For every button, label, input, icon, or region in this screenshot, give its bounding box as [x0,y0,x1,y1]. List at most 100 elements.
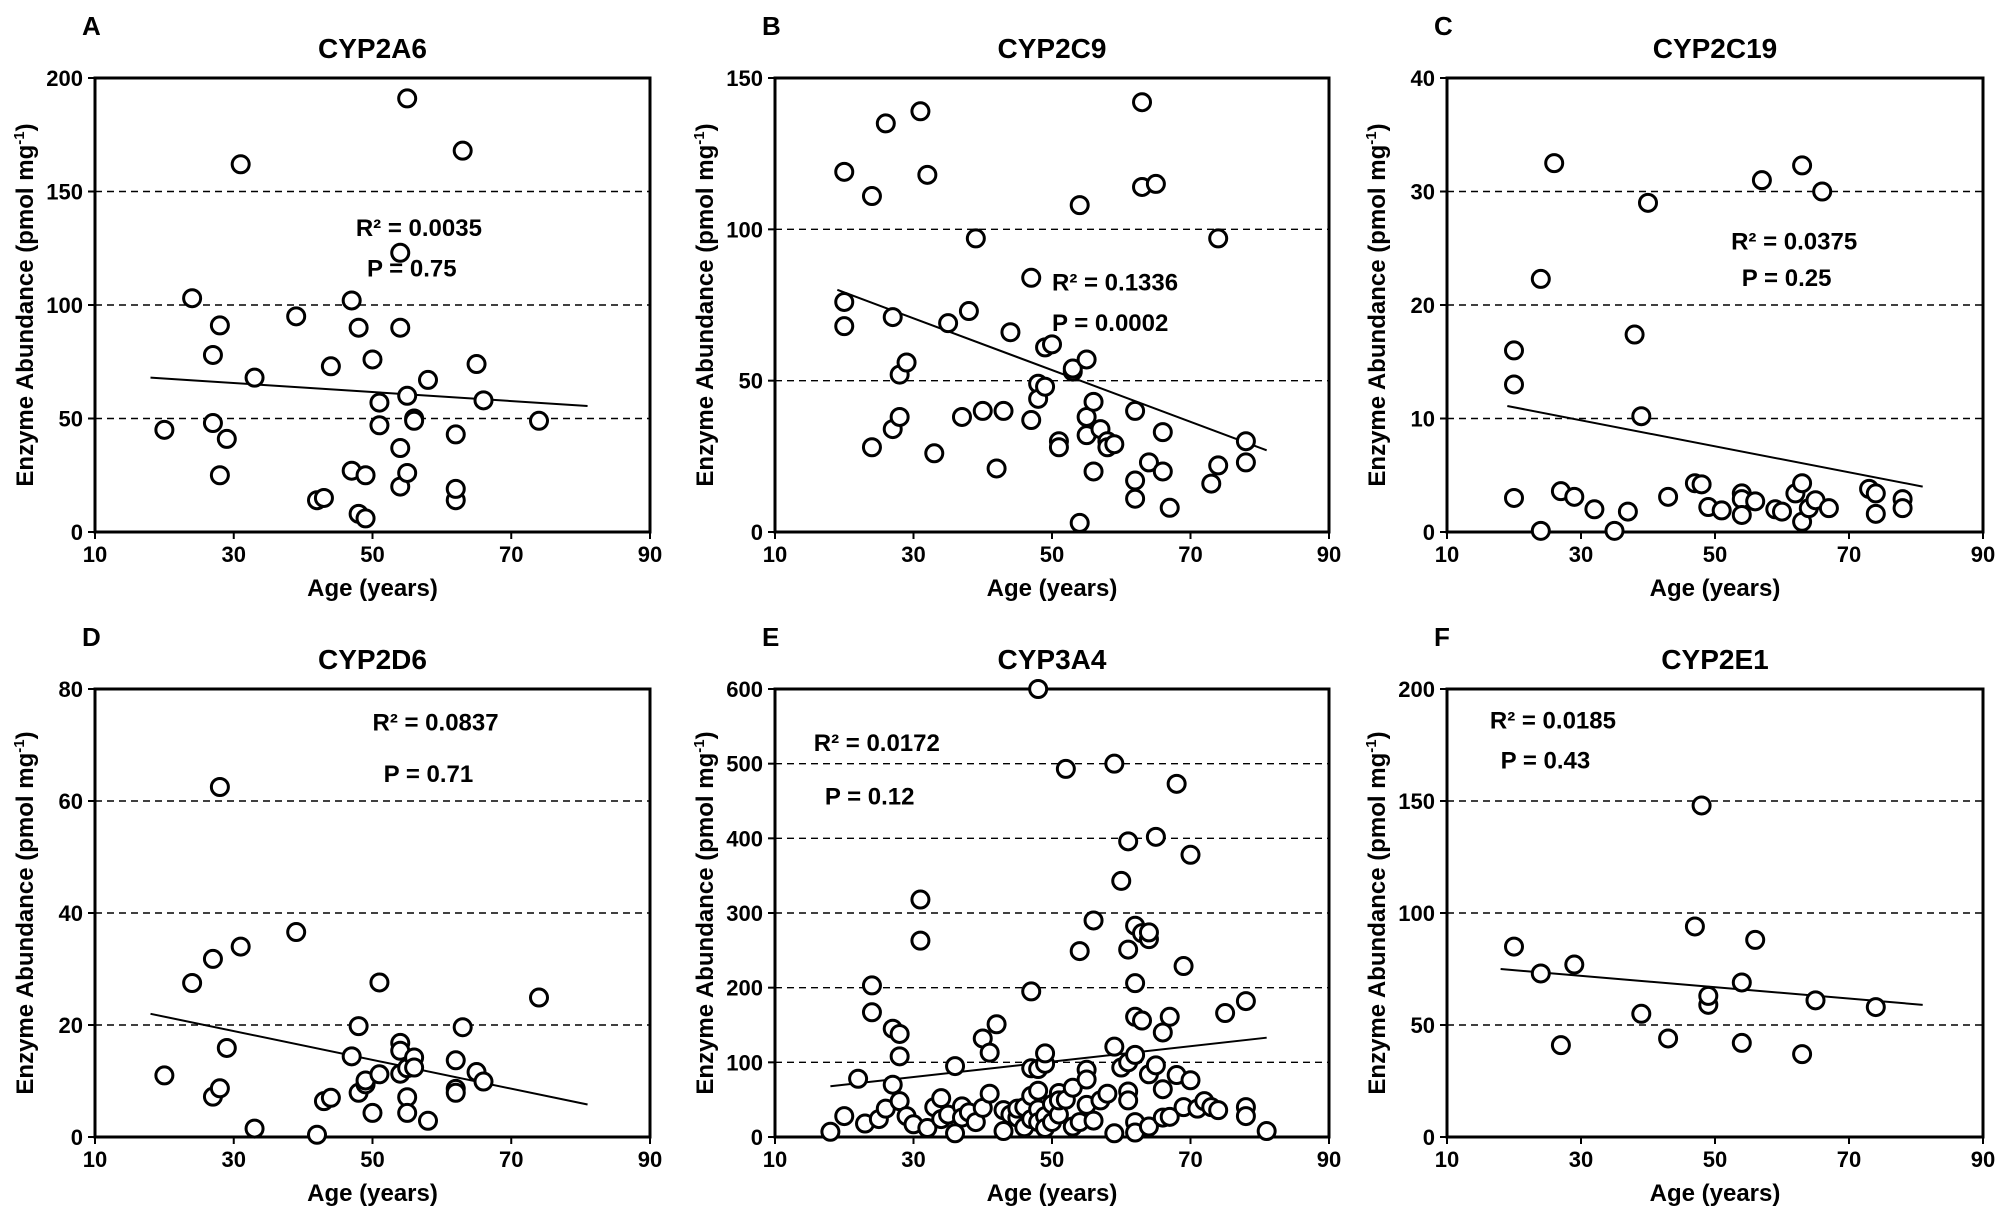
data-point [834,1106,855,1127]
y-tick-label: 0 [71,520,83,545]
data-point [1152,461,1173,482]
y-tick-label: 50 [59,407,83,432]
data-point [1118,939,1139,960]
data-point [834,316,855,337]
data-point [848,1068,869,1089]
data-point [202,413,223,434]
y-axis-label: Enzyme Abundance (pmol mg-1) [691,123,719,486]
data-point [445,1082,466,1103]
data-point [1745,929,1766,950]
data-point [154,419,175,440]
data-point [1584,499,1605,520]
data-point [369,415,390,436]
data-point [861,186,882,207]
y-tick-label: 10 [1411,407,1435,432]
y-tick-label: 600 [726,677,763,702]
data-point [1658,486,1679,507]
data-point [1530,963,1551,984]
data-point [979,1042,1000,1063]
data-point [924,443,945,464]
data-point [1145,173,1166,194]
x-axis-label: Age (years) [987,1180,1118,1207]
data-point [390,438,411,459]
r-squared-annotation: R² = 0.0185 [1490,707,1616,734]
data-point [1235,991,1256,1012]
data-point [1504,487,1524,508]
y-tick-label: 150 [46,180,83,205]
data-point [390,242,411,263]
chart-title: CYP2C19 [1653,33,1778,64]
x-tick-label: 10 [83,542,107,567]
x-tick-label: 70 [1837,542,1861,567]
x-tick-label: 30 [901,542,925,567]
chart-panel-f: 0 50 100 150 200 10 30 50 70 90 Age (years) Enzyme … [1363,622,1995,1207]
data-point [917,164,938,185]
data-point [1118,831,1139,852]
data-point [1731,504,1752,525]
data-point [397,462,418,483]
data-point [896,352,917,373]
panel-letter: E [762,622,779,652]
data-point [473,1071,494,1092]
data-point [1818,498,1839,519]
data-point [875,113,896,134]
data-point [473,390,494,411]
data-point [529,987,549,1008]
trend-line [836,288,1268,452]
data-point [1042,334,1062,355]
data-point [1658,1028,1679,1049]
x-tick-label: 30 [901,1147,925,1172]
data-point [1530,268,1551,289]
y-tick-label: 60 [59,789,83,814]
data-point [355,508,376,529]
data-point [1792,473,1813,494]
p-value-annotation: P = 0.0002 [1052,310,1168,337]
data-point [1069,195,1090,216]
data-point [1138,452,1159,473]
y-tick-label: 400 [726,826,763,851]
data-point [1631,406,1652,427]
x-axis-label: Age (years) [307,575,438,602]
data-point [1892,498,1913,519]
x-tick-label: 90 [1317,542,1341,567]
data-point [1684,916,1705,937]
data-point [1792,155,1813,176]
y-tick-label: 200 [726,976,763,1001]
data-point [1104,1123,1125,1144]
data-point [986,458,1007,479]
y-tick-label: 500 [726,752,763,777]
data-point [1021,981,1042,1002]
data-point [931,1088,952,1109]
data-point [1617,501,1638,522]
y-axis-label: Enzyme Abundance (pmol mg-1) [691,731,719,1094]
r-squared-annotation: R² = 0.0172 [814,730,940,757]
y-tick-label: 40 [59,901,83,926]
x-tick-label: 10 [1435,1147,1459,1172]
x-tick-label: 50 [360,1147,384,1172]
y-tick-label: 0 [751,1125,763,1150]
data-point [348,317,369,338]
data-point [1021,410,1042,431]
x-tick-label: 70 [1178,1147,1202,1172]
data-point [418,369,438,390]
chart-panel-b: 0 50 100 150 10 30 50 70 90 Age (years) Enzyme Abu… [691,11,1341,602]
data-point [1104,434,1125,455]
p-value-annotation: P = 0.25 [1742,265,1832,292]
y-tick-label: 0 [1423,520,1435,545]
x-tick-label: 10 [1435,542,1459,567]
data-point [445,1050,466,1071]
x-tick-label: 90 [1317,1147,1341,1172]
x-tick-label: 30 [222,1147,246,1172]
y-tick-label: 0 [751,520,763,545]
x-tick-label: 50 [1703,542,1727,567]
data-point [1000,322,1021,343]
y-axis-label: Enzyme Abundance (pmol mg-1) [1363,731,1391,1094]
data-point [1504,936,1524,957]
x-tick-label: 90 [1971,1147,1995,1172]
data-point [209,777,230,797]
data-point [910,889,931,910]
data-point [1035,1043,1056,1064]
data-point [834,291,855,312]
data-point [1145,826,1166,847]
data-point [230,936,251,957]
